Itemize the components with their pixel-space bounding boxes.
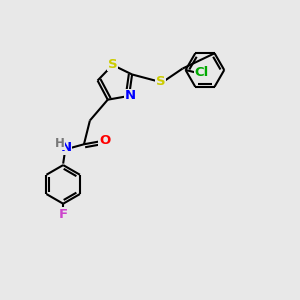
- Text: F: F: [58, 208, 68, 220]
- Text: Cl: Cl: [194, 66, 208, 79]
- Text: N: N: [125, 89, 136, 102]
- Text: H: H: [55, 137, 64, 150]
- Text: N: N: [61, 141, 72, 154]
- Text: S: S: [155, 75, 165, 88]
- Text: S: S: [108, 58, 117, 70]
- Text: O: O: [99, 134, 110, 147]
